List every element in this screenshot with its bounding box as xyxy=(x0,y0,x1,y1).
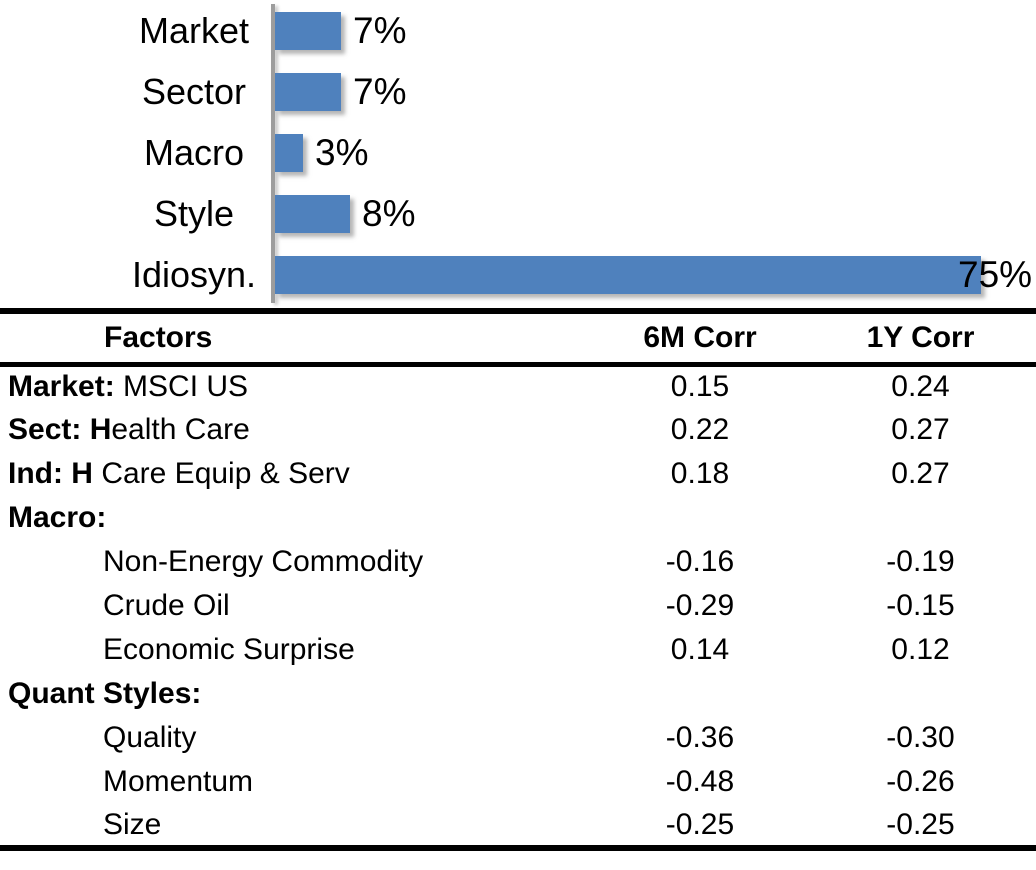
category-label: Sector xyxy=(141,71,247,112)
factor-cell: Economic Surprise xyxy=(0,628,595,672)
factor-cell: Crude Oil xyxy=(0,584,595,628)
corr-6m-cell xyxy=(595,496,805,540)
factor-name-bold: Quant Styles: xyxy=(8,677,202,710)
table-row: Sect: Health Care 0.22 0.27 xyxy=(0,408,1036,452)
factor-name-bold: Macro: xyxy=(8,501,107,534)
factor-correlation-table: Factors 6M Corr 1Y Corr Market: MSCI US 0… xyxy=(0,308,1036,851)
factor-name: Momentum xyxy=(103,765,254,798)
factor-name-bold: Ind: H xyxy=(8,457,93,490)
corr-6m-cell: -0.29 xyxy=(665,589,735,622)
header-1y-corr: 1Y Corr xyxy=(866,320,975,354)
factor-cell: Macro: xyxy=(0,496,595,540)
factor-cell: Quality xyxy=(0,716,595,760)
factor-name: Size xyxy=(103,807,162,841)
factor-cell: Ind: H Care Equip & Serv xyxy=(0,452,595,496)
corr-6m-cell: -0.36 xyxy=(665,721,735,754)
corr-1y-cell: -0.26 xyxy=(886,765,955,798)
corr-6m-cell: 0.14 xyxy=(670,633,730,666)
factor-name: MSCI US xyxy=(114,370,249,404)
chart-row-idiosyn: Idiosyn. 75% xyxy=(0,256,1036,294)
chart-row-style: Style 8% xyxy=(0,195,1036,233)
table-row: Non-Energy Commodity -0.16 -0.19 xyxy=(0,540,1036,584)
factor-cell: Momentum xyxy=(0,760,595,804)
bar xyxy=(275,12,341,50)
factor-cell: Market: MSCI US xyxy=(0,364,595,408)
chart-row-macro: Macro 3% xyxy=(0,134,1036,172)
corr-6m-cell: -0.25 xyxy=(665,807,735,841)
header-6m-corr: 6M Corr xyxy=(643,320,757,354)
bar xyxy=(275,195,350,233)
category-label: Macro xyxy=(143,132,245,173)
factor-cell: Size xyxy=(0,804,595,848)
corr-1y-cell: 0.27 xyxy=(891,413,950,446)
corr-6m-cell: 0.22 xyxy=(670,413,730,446)
factor-cell: Non-Energy Commodity xyxy=(0,540,595,584)
category-label: Idiosyn. xyxy=(131,254,257,295)
corr-1y-cell: -0.15 xyxy=(886,589,955,622)
table-row: Ind: H Care Equip & Serv 0.18 0.27 xyxy=(0,452,1036,496)
bar xyxy=(275,73,341,111)
table-row: Momentum -0.48 -0.26 xyxy=(0,760,1036,804)
factor-name: Care Equip & Serv xyxy=(92,457,350,490)
corr-1y-cell: -0.30 xyxy=(886,721,955,754)
corr-6m-cell xyxy=(595,672,805,716)
table-row: Crude Oil -0.29 -0.15 xyxy=(0,584,1036,628)
corr-6m-cell: 0.15 xyxy=(670,370,730,404)
corr-1y-cell: 0.24 xyxy=(891,370,950,404)
corr-1y-cell xyxy=(805,672,1036,716)
factor-cell: Sect: Health Care xyxy=(0,408,595,452)
table-row: Size -0.25 -0.25 xyxy=(0,804,1036,848)
table-row: Economic Surprise 0.14 0.12 xyxy=(0,628,1036,672)
corr-1y-cell: -0.19 xyxy=(886,545,955,578)
corr-6m-cell: -0.48 xyxy=(665,765,735,798)
chart-row-market: Market 7% xyxy=(0,12,1036,50)
bar xyxy=(275,256,981,294)
chart-row-sector: Sector 7% xyxy=(0,73,1036,111)
table-row: Quant Styles: xyxy=(0,672,1036,716)
bar-value-label: 7% xyxy=(353,10,407,51)
factor-name-bold: Market: xyxy=(8,370,115,404)
corr-6m-cell: -0.16 xyxy=(665,545,735,578)
factor-cell: Quant Styles: xyxy=(0,672,595,716)
factor-name: Non-Energy Commodity xyxy=(103,545,424,578)
bar-value-label: 3% xyxy=(315,132,369,173)
table-row: Macro: xyxy=(0,496,1036,540)
factor-name: Economic Surprise xyxy=(103,633,355,666)
corr-1y-cell: 0.12 xyxy=(891,633,950,666)
factor-name: Quality xyxy=(103,721,197,754)
chart-vertical-axis xyxy=(271,4,275,303)
table-row: Quality -0.36 -0.30 xyxy=(0,716,1036,760)
corr-1y-cell xyxy=(805,496,1036,540)
table-row: Market: MSCI US 0.15 0.24 xyxy=(0,364,1036,408)
category-label: Style xyxy=(153,193,235,234)
table-header-row: Factors 6M Corr 1Y Corr xyxy=(0,311,1036,364)
bar-value-label: 7% xyxy=(353,71,407,112)
factor-name: Crude Oil xyxy=(103,589,230,622)
bar xyxy=(275,134,303,172)
risk-decomposition-bar-chart: Market 7% Sector 7% Macro 3% Style 8% Idiosyn. 75… xyxy=(0,0,1036,308)
corr-6m-cell: 0.18 xyxy=(670,457,730,490)
bar-value-label: 8% xyxy=(362,193,416,234)
category-label: Market xyxy=(138,10,250,51)
factor-name-bold: Sect: H xyxy=(8,413,112,446)
factor-name: ealth Care xyxy=(111,413,250,446)
bar-value-label: 75% xyxy=(958,254,1033,295)
header-factors: Factors xyxy=(104,320,213,354)
corr-1y-cell: 0.27 xyxy=(891,457,950,490)
table-body: Market: MSCI US 0.15 0.24 Sect: Health Care… xyxy=(0,364,1036,848)
corr-1y-cell: -0.25 xyxy=(886,807,955,841)
